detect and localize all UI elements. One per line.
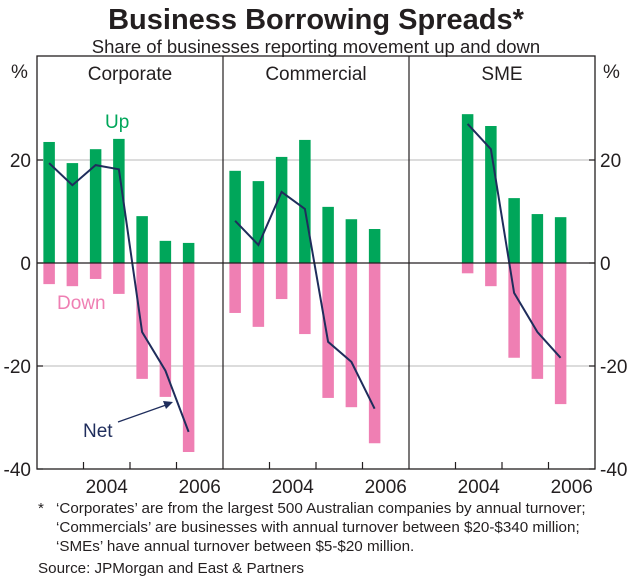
panel-title: Corporate (88, 64, 173, 85)
y-tick-label-right: -40 (600, 460, 627, 481)
source-note: Source: JPMorgan and East & Partners (38, 560, 304, 577)
x-tick-label: 2006 (365, 477, 407, 498)
bar-down (531, 263, 544, 379)
bar-down (299, 263, 311, 335)
bar-down (113, 263, 125, 294)
bar-down (43, 263, 55, 285)
bar-up (531, 214, 544, 263)
y-tick-label-left: 20 (10, 151, 31, 172)
footnote: * ‘Corporates’ are from the largest 500 … (38, 499, 628, 556)
panel-title: SME (481, 64, 522, 85)
footnote-marker: * (38, 500, 44, 517)
plot-frame (36, 55, 596, 470)
annotation-up: Up (105, 112, 129, 133)
annotation-net: Net (83, 421, 113, 442)
chart-title: Business Borrowing Spreads* (108, 4, 524, 36)
y-tick-label-left: -40 (4, 460, 31, 481)
bar-down (508, 263, 520, 358)
bar-down (368, 263, 381, 444)
bar-down (229, 263, 241, 313)
bar-up (229, 170, 241, 263)
y-axis-unit-right: % (603, 62, 620, 83)
axis-labels: 2004 2006 Corporate 2004 2006 Commercial 2004 2… (4, 64, 628, 498)
net-line (234, 190, 376, 410)
bar-down (461, 263, 474, 274)
net-line (466, 123, 562, 359)
bar-up (66, 163, 79, 263)
bars (43, 114, 567, 453)
bar-up (252, 181, 265, 263)
bar-up (136, 216, 148, 263)
y-tick-label-right: 0 (600, 254, 611, 275)
bar-down (136, 263, 148, 379)
bar-down (182, 263, 195, 453)
x-tick-label: 2006 (551, 477, 593, 498)
bar-up (275, 156, 288, 263)
bar-up (182, 242, 195, 263)
bar-down (485, 263, 497, 287)
annotation-down: Down (57, 293, 106, 314)
bar-down (159, 263, 172, 397)
y-tick-label-left: 0 (20, 254, 31, 275)
net-line (48, 162, 190, 433)
bar-up (554, 217, 567, 263)
bar-up (368, 229, 381, 263)
x-tick-label: 2004 (458, 477, 501, 498)
y-tick-label-right: 20 (600, 151, 621, 172)
y-axis-unit-left: % (11, 62, 28, 83)
chart: Business Borrowing Spreads* Share of bus… (4, 4, 628, 498)
net-arrow-line (117, 404, 167, 423)
bar-down (322, 263, 334, 398)
x-tick-label: 2004 (272, 477, 315, 498)
bar-down (66, 263, 79, 287)
y-tick-label-left: -20 (4, 357, 31, 378)
bar-up (461, 114, 474, 263)
gridlines (37, 159, 595, 367)
bar-up (159, 240, 172, 263)
net-lines (48, 123, 562, 433)
chart-subtitle: Share of businesses reporting movement u… (92, 36, 540, 57)
bar-up (485, 126, 497, 263)
y-tick-label-right: -20 (600, 357, 627, 378)
panel-title: Commercial (265, 64, 366, 85)
x-tick-label: 2004 (86, 477, 129, 498)
bar-up (345, 219, 358, 263)
bar-up (299, 139, 311, 263)
bar-up (43, 141, 55, 263)
bar-down (252, 263, 265, 327)
bar-down (275, 263, 288, 300)
bar-down (345, 263, 358, 408)
x-tick-label: 2006 (179, 477, 221, 498)
bar-up (322, 206, 334, 263)
annotations: Up Down Net (57, 112, 173, 442)
bar-up (508, 198, 520, 263)
bar-down (89, 263, 102, 279)
bar-up (113, 138, 125, 263)
bar-down (554, 263, 567, 405)
footnote-text: ‘Corporates’ are from the largest 500 Au… (56, 500, 586, 555)
bar-up (89, 149, 102, 263)
net-arrow-head (163, 401, 173, 409)
